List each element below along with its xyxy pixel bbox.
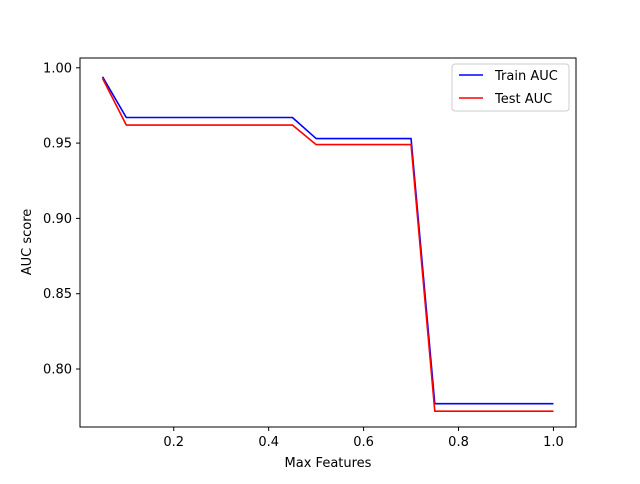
x-tick-label: 0.4 [258,435,279,450]
y-tick-label: 1.00 [43,61,72,76]
legend-label-train-auc: Train AUC [494,69,558,84]
y-tick-label: 0.90 [43,212,72,227]
x-tick-label: 1.0 [543,435,564,450]
legend: Train AUC Test AUC [452,64,569,111]
y-tick-label: 0.85 [43,287,72,302]
x-tick-label: 0.2 [163,435,184,450]
x-tick-label: 0.6 [353,435,374,450]
x-tick-label: 0.8 [448,435,469,450]
y-tick-label: 0.80 [43,363,72,378]
x-axis-label: Max Features [285,456,372,471]
y-axis-label: AUC score [20,209,35,276]
legend-label-test-auc: Test AUC [494,92,552,107]
y-tick-label: 0.95 [43,137,72,152]
